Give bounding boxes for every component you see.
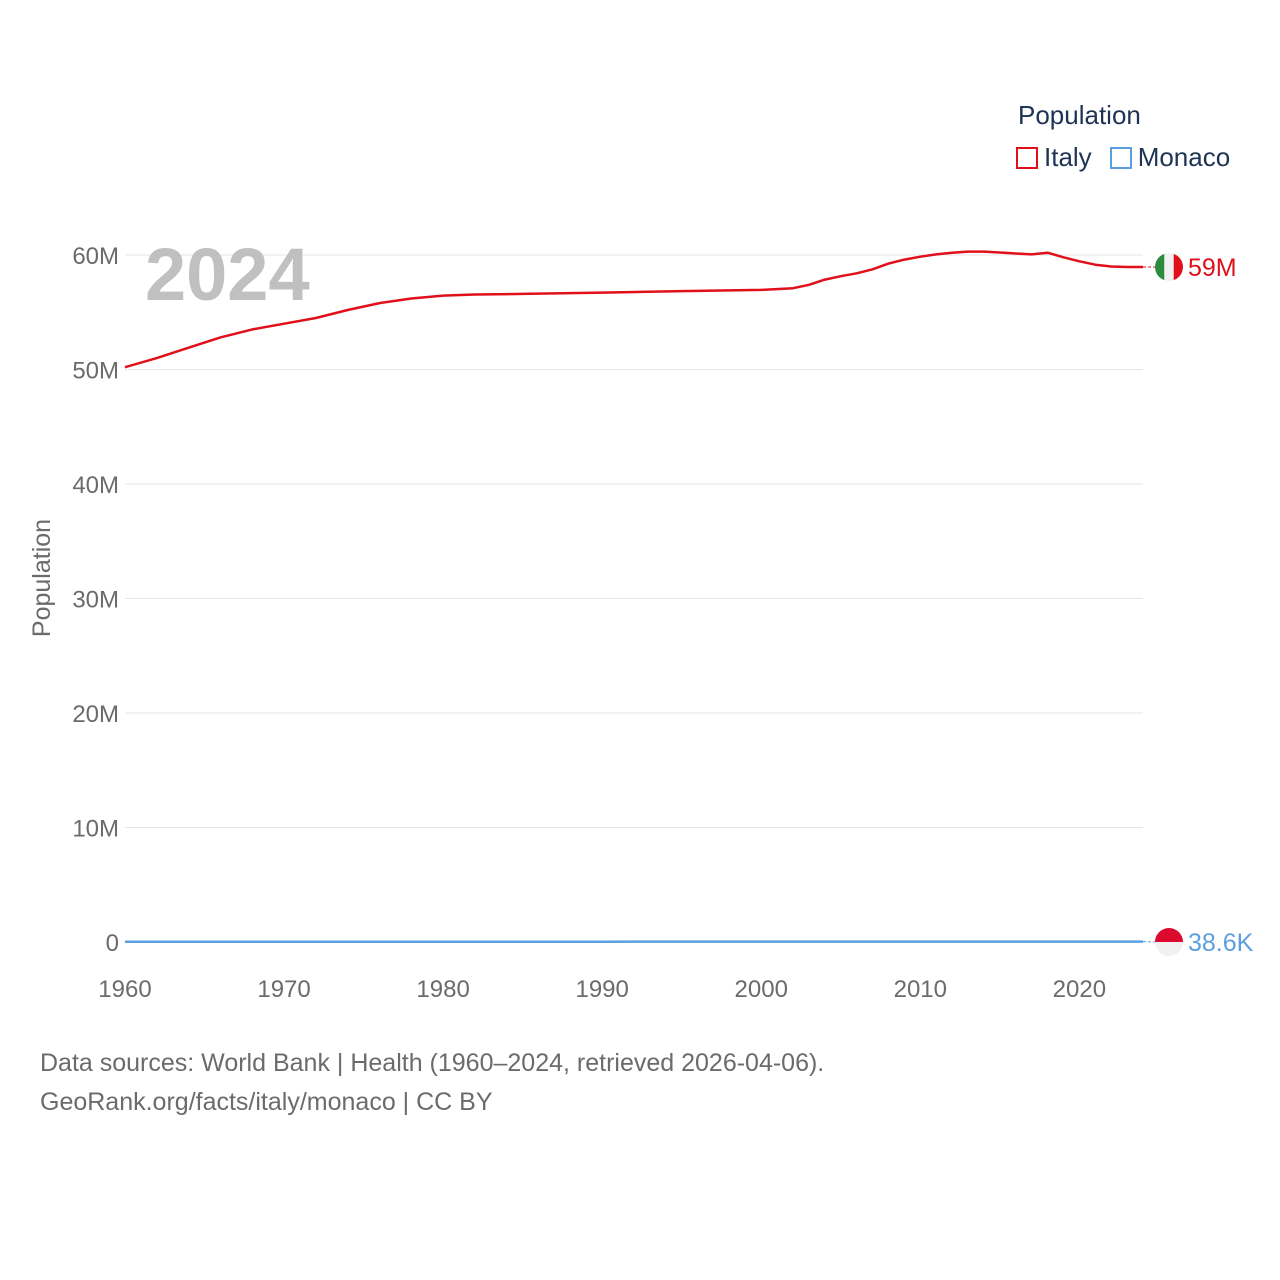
attribution-line: GeoRank.org/facts/italy/monaco | CC BY: [40, 1088, 493, 1116]
legend-title: Population: [1018, 100, 1141, 130]
y-tick-label: 30M: [72, 587, 119, 614]
x-tick-label: 1970: [257, 976, 310, 1003]
series-lines: [124, 250, 1143, 943]
y-tick-label: 20M: [72, 701, 119, 728]
italy-flag: [1155, 253, 1183, 281]
series-line-italy: [124, 250, 1143, 369]
legend-label-monaco: Monaco: [1137, 142, 1231, 172]
legend: Italy Monaco: [1016, 142, 1230, 173]
y-axis-label: Population: [28, 519, 56, 637]
end-markers: 59M 38.6K: [1142, 253, 1254, 957]
grid-lines: [125, 254, 1143, 828]
y-tick-label: 60M: [72, 243, 119, 270]
end-label-italy: 59M: [1188, 254, 1237, 282]
x-tick-label: 1980: [416, 976, 469, 1003]
end-label-monaco: 38.6K: [1188, 929, 1254, 957]
x-axis: 1960 1970 1980 1990 2000 2010 2020: [98, 976, 1106, 1003]
legend-label-italy: Italy: [1044, 142, 1092, 172]
x-tick-label: 2010: [894, 976, 947, 1003]
y-tick-label: 10M: [72, 816, 119, 843]
x-tick-label: 2020: [1053, 976, 1106, 1003]
y-tick-label: 40M: [72, 472, 119, 499]
legend-item-italy[interactable]: Italy: [1016, 142, 1092, 173]
y-axis: 0 10M 20M 30M 40M 50M 60M: [72, 243, 119, 957]
legend-swatch-italy: [1016, 146, 1038, 169]
year-overlay: 2024: [145, 233, 310, 316]
x-tick-label: 1990: [575, 976, 628, 1003]
sources-line: Data sources: World Bank | Health (1960–…: [40, 1049, 825, 1077]
data-sources: Data sources: World Bank | Health (1960–…: [40, 1044, 824, 1122]
legend-swatch-monaco: [1109, 146, 1132, 169]
y-tick-label: 0: [106, 930, 119, 957]
y-tick-label: 50M: [72, 358, 119, 385]
x-tick-label: 2000: [735, 976, 788, 1003]
x-tick-label: 1960: [98, 976, 151, 1003]
monaco-flag: [1155, 928, 1183, 956]
legend-item-monaco[interactable]: Monaco: [1109, 142, 1231, 173]
